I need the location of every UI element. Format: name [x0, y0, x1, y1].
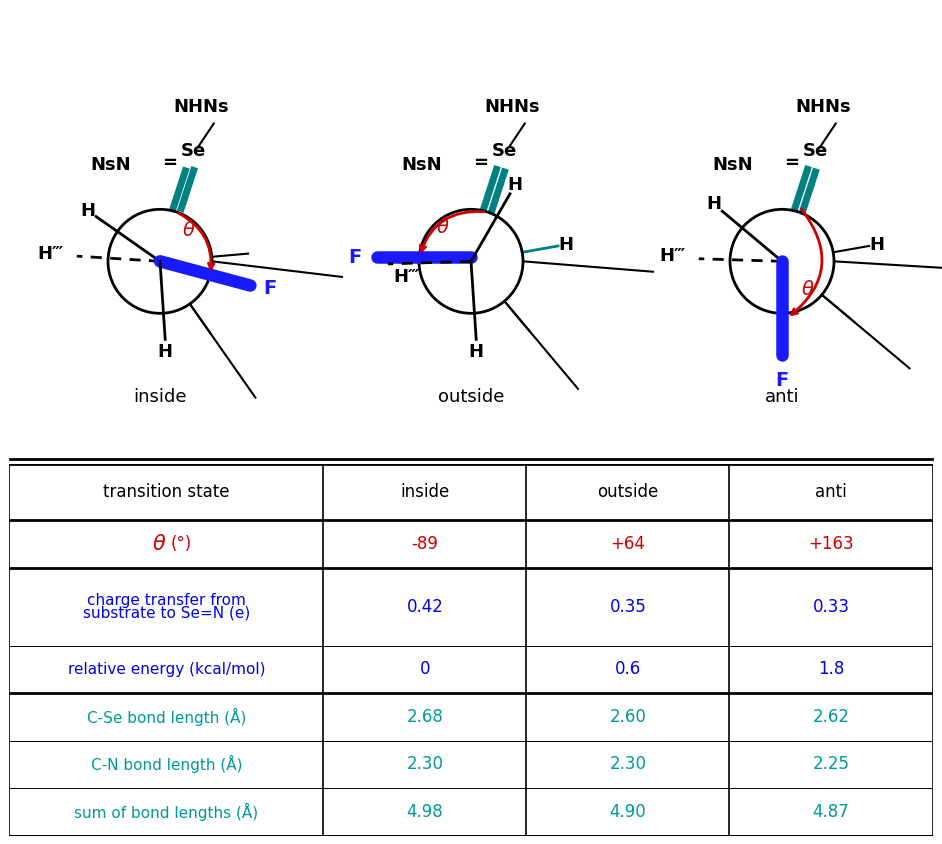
- Text: =: =: [784, 154, 799, 171]
- Text: H‴: H‴: [659, 247, 686, 265]
- Text: $\theta$: $\theta$: [802, 280, 815, 300]
- Text: Se: Se: [180, 142, 205, 160]
- Text: 0: 0: [419, 660, 430, 679]
- Text: -89: -89: [412, 535, 438, 553]
- Text: H: H: [559, 235, 574, 253]
- Text: F: F: [263, 279, 276, 299]
- Text: 2.30: 2.30: [609, 755, 646, 773]
- Text: 0.6: 0.6: [615, 660, 642, 679]
- Text: H: H: [80, 202, 95, 219]
- Text: H‴: H‴: [393, 268, 419, 286]
- Text: NsN: NsN: [89, 156, 131, 174]
- Text: anti: anti: [815, 483, 847, 501]
- Text: 0.35: 0.35: [609, 598, 646, 615]
- Text: H: H: [508, 176, 523, 194]
- Text: relative energy (kcal/mol): relative energy (kcal/mol): [68, 662, 265, 677]
- Text: (°): (°): [171, 535, 192, 553]
- Text: Se: Se: [492, 142, 516, 160]
- Text: 2.62: 2.62: [813, 708, 850, 726]
- Text: anti: anti: [765, 387, 800, 405]
- Text: charge transfer from: charge transfer from: [87, 593, 246, 609]
- Text: NsN: NsN: [401, 156, 442, 174]
- Text: H: H: [469, 344, 483, 361]
- Text: =: =: [473, 154, 488, 171]
- Text: outside: outside: [597, 483, 658, 501]
- Text: 0.33: 0.33: [813, 598, 850, 615]
- Text: 0.42: 0.42: [406, 598, 444, 615]
- Text: transition state: transition state: [103, 483, 230, 501]
- Text: H: H: [706, 196, 722, 214]
- Text: sum of bond lengths (Å): sum of bond lengths (Å): [74, 803, 258, 821]
- Text: outside: outside: [438, 387, 504, 405]
- Text: 4.87: 4.87: [813, 803, 850, 821]
- Text: $\theta$: $\theta$: [152, 533, 167, 554]
- Text: H‴: H‴: [38, 245, 64, 262]
- Text: 1.8: 1.8: [818, 660, 844, 679]
- Text: NHNs: NHNs: [795, 98, 851, 116]
- Text: 4.98: 4.98: [406, 803, 444, 821]
- Text: 2.60: 2.60: [609, 708, 646, 726]
- Text: 4.90: 4.90: [609, 803, 646, 821]
- Text: F: F: [349, 247, 362, 267]
- Text: F: F: [775, 371, 788, 390]
- Text: NsN: NsN: [712, 156, 753, 174]
- Text: =: =: [162, 154, 177, 171]
- Text: 2.25: 2.25: [813, 755, 850, 773]
- Text: NHNs: NHNs: [173, 98, 229, 116]
- Text: C-N bond length (Å): C-N bond length (Å): [90, 755, 242, 773]
- Text: NHNs: NHNs: [484, 98, 540, 116]
- Text: $\theta$: $\theta$: [435, 218, 449, 237]
- Text: substrate to Se=N (e): substrate to Se=N (e): [83, 605, 250, 620]
- Text: H: H: [157, 344, 172, 361]
- Text: +64: +64: [610, 535, 645, 553]
- Text: inside: inside: [400, 483, 449, 501]
- Text: Se: Se: [803, 142, 828, 160]
- Text: +163: +163: [808, 535, 853, 553]
- Text: C-Se bond length (Å): C-Se bond length (Å): [87, 708, 246, 726]
- Text: inside: inside: [133, 387, 187, 405]
- Text: $\theta$: $\theta$: [182, 220, 195, 240]
- Text: H: H: [869, 235, 885, 253]
- Text: 2.68: 2.68: [406, 708, 444, 726]
- Text: 2.30: 2.30: [406, 755, 444, 773]
